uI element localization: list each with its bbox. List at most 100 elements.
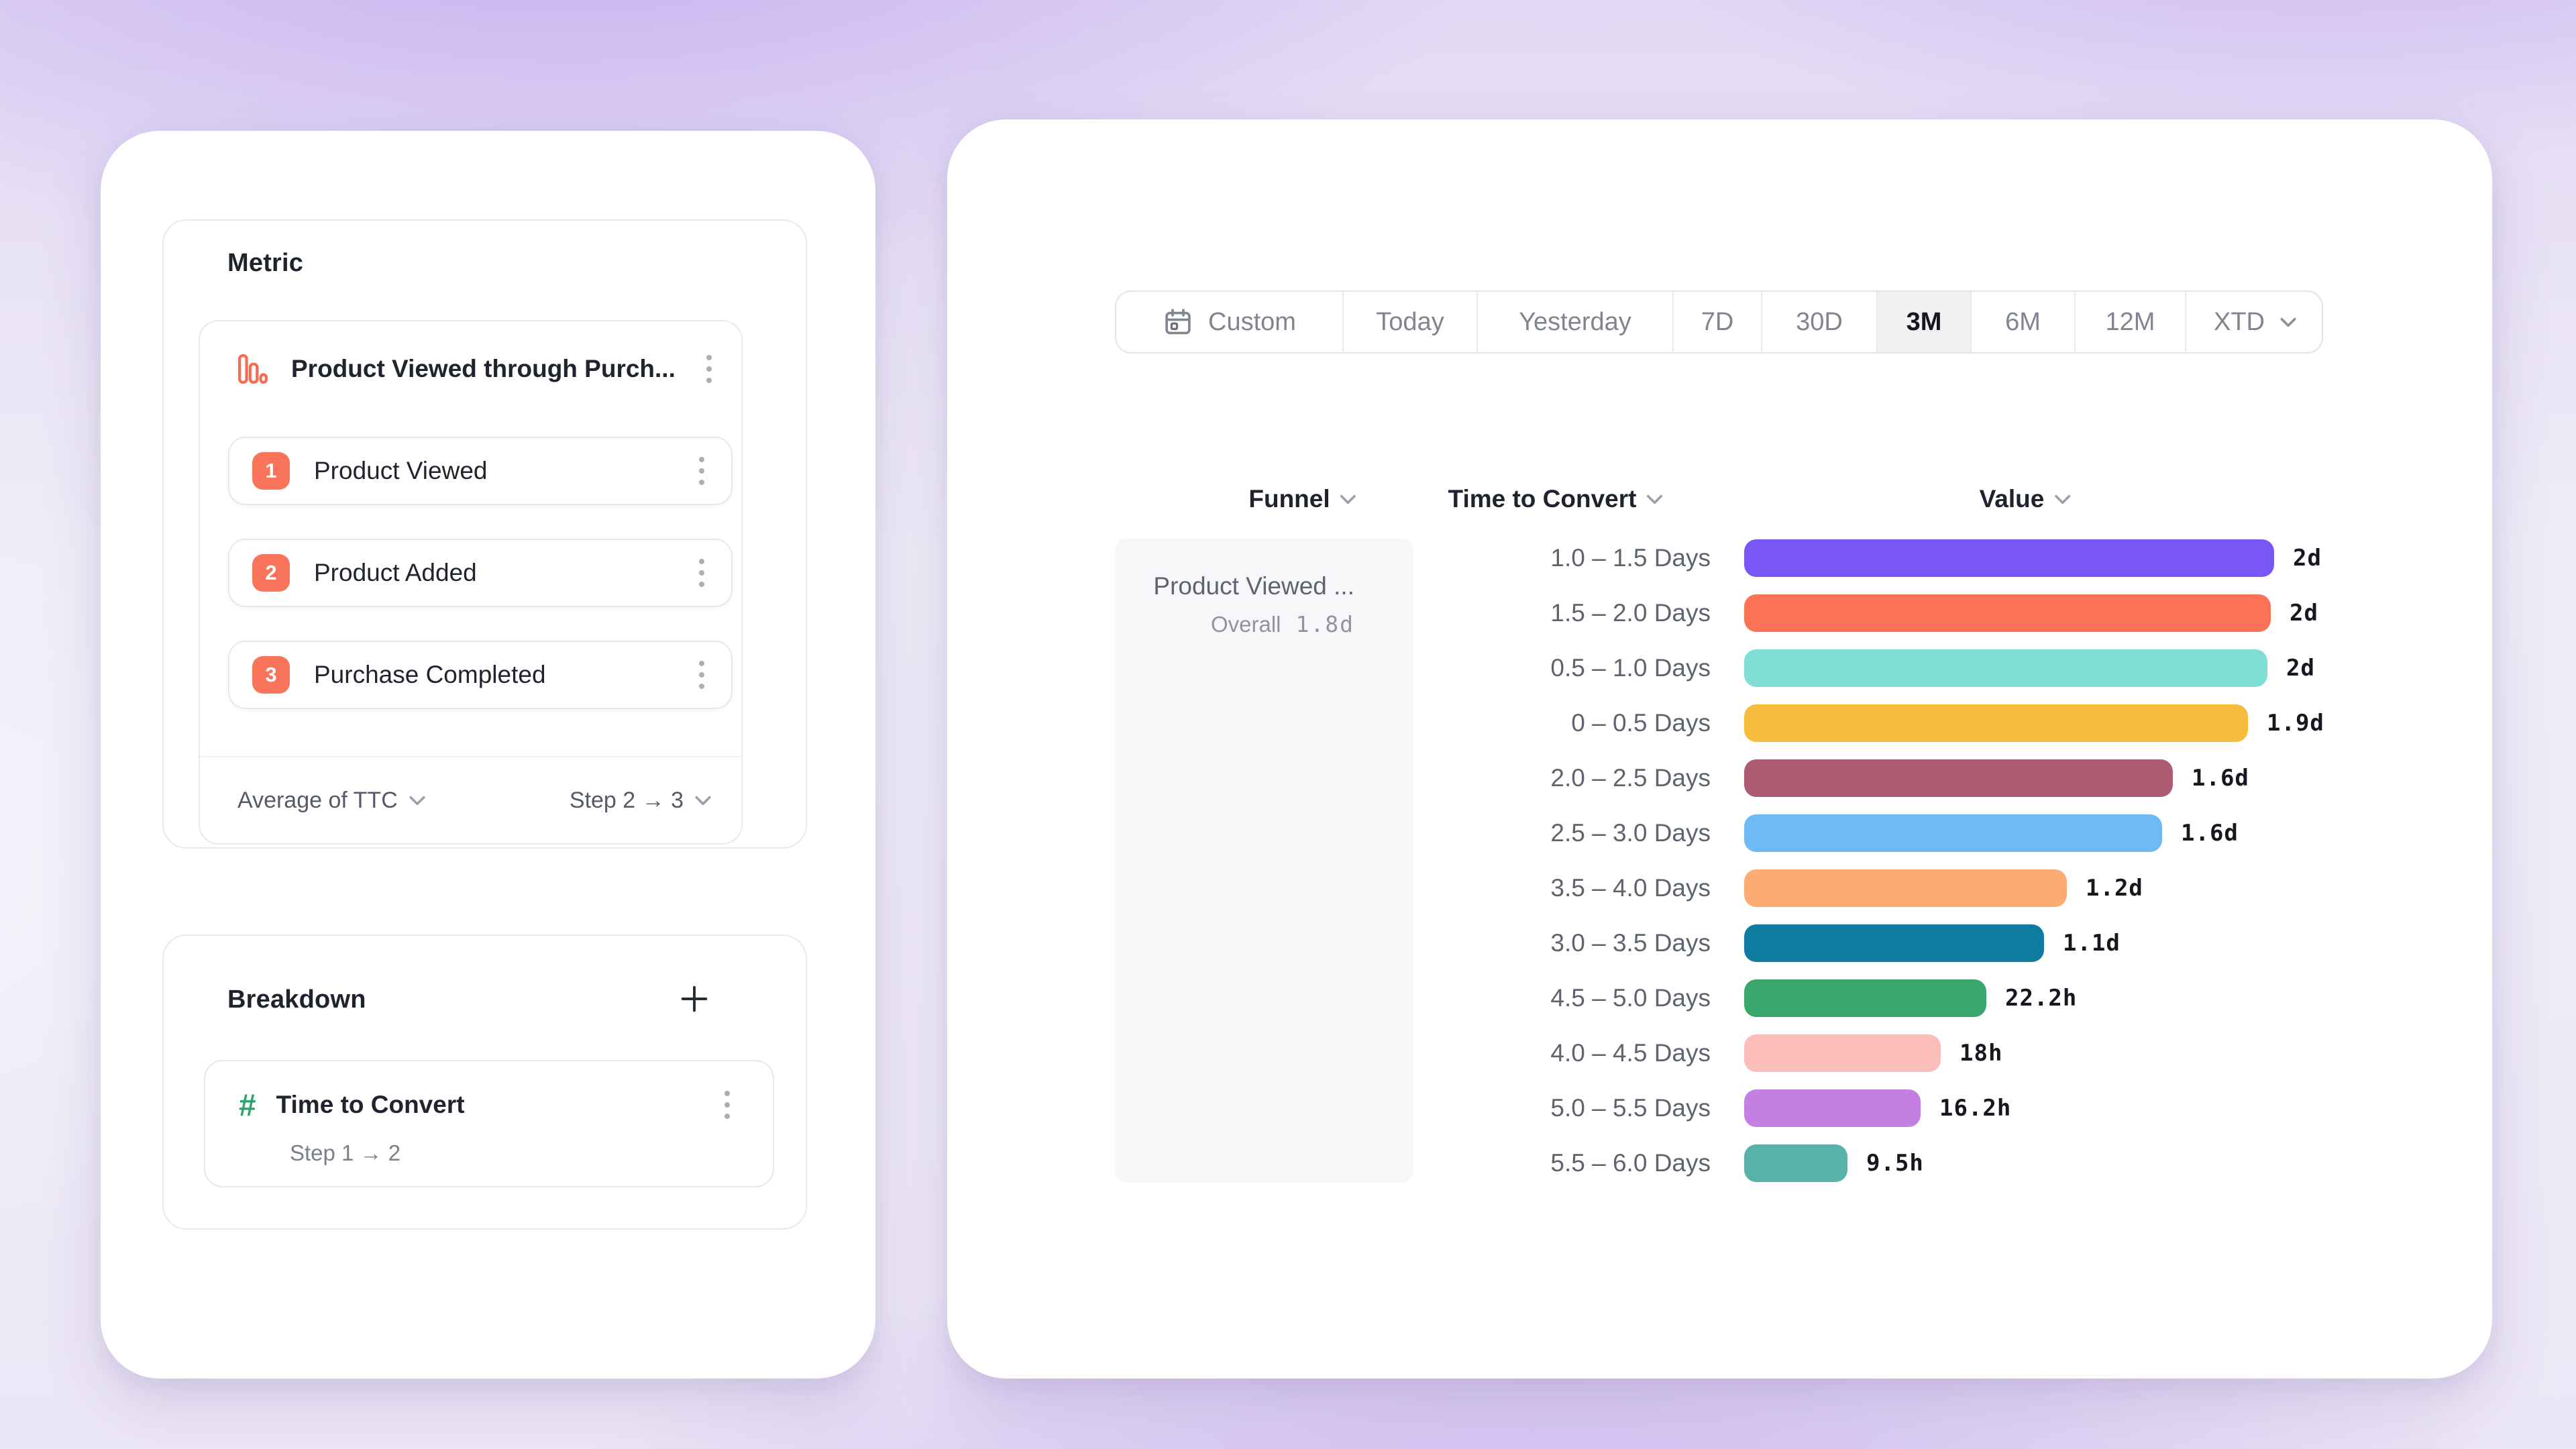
bar-value-label: 2d [2290,600,2318,627]
tab-custom[interactable]: Custom [1116,292,1342,352]
bar-row: 1.5 – 2.0 Days 2d [1413,586,2487,641]
funnel-group-title: Product Viewed ... [1153,572,1354,600]
tab-7d[interactable]: 7D [1672,292,1761,352]
bar-row: 3.0 – 3.5 Days 1.1d [1413,916,2487,971]
funnel-step-row[interactable]: 1 Product Viewed [228,437,733,505]
column-header-time-to-convert[interactable]: Time to Convert [1448,485,1664,513]
tab-label: 7D [1701,307,1734,336]
tab-label: 30D [1796,307,1843,336]
value-bar [1744,814,2162,852]
query-builder-panel: Metric Product Viewed through Purch... 1… [101,131,875,1379]
bar-value-label: 2d [2286,655,2315,682]
bar-row: 1.0 – 1.5 Days 2d [1413,531,2487,586]
value-bar [1744,649,2267,687]
breakdown-property-card[interactable]: # Time to Convert Step 1 → 2 [204,1060,774,1187]
bucket-label: 1.0 – 1.5 Days [1550,544,1711,572]
add-breakdown-button[interactable] [677,981,712,1016]
chevron-down-icon [409,796,425,805]
tab-today[interactable]: Today [1342,292,1477,352]
funnel-metric-title: Product Viewed through Purch... [291,355,676,382]
funnel-metric-header: Product Viewed through Purch... [200,321,741,387]
date-range-tabs: Custom Today Yesterday 7D 30D 3M 6M 12M … [1115,290,2323,354]
tab-label: 3M [1906,307,1942,336]
column-header-funnel[interactable]: Funnel [1248,485,1356,513]
tab-12m[interactable]: 12M [2074,292,2185,352]
bar-value-label: 1.6d [2192,765,2249,792]
breakdown-section: Breakdown # Time to Convert Step 1 → 2 [162,934,807,1230]
funnel-metric-card[interactable]: Product Viewed through Purch... 1 Produc… [199,320,743,845]
funnel-step-row[interactable]: 2 Product Added [228,539,733,607]
plus-icon [681,985,708,1012]
bar-value-label: 18h [1960,1040,2003,1067]
bucket-label: 3.5 – 4.0 Days [1550,874,1711,902]
funnel-group-cell: Product Viewed ... Overall 1.8d [1115,539,1413,1183]
aggregation-dropdown[interactable]: Average of TTC [237,788,426,814]
bar-value-label: 1.2d [2086,875,2143,902]
chevron-down-icon [1646,494,1663,504]
breakdown-property-label: Time to Convert [276,1091,465,1118]
funnel-step-row[interactable]: 3 Purchase Completed [228,641,733,709]
bar-value-label: 1.6d [2181,820,2239,847]
tab-label: Custom [1208,307,1296,336]
column-header-label: Value [1979,485,2045,513]
bar-value-label: 1.1d [2063,930,2121,957]
column-header-label: Funnel [1248,485,1330,513]
bucket-label: 4.5 – 5.0 Days [1550,984,1711,1012]
bar-row: 2.5 – 3.0 Days 1.6d [1413,806,2487,861]
calendar-icon [1165,309,1191,335]
step-kebab-menu-button[interactable] [695,657,708,693]
bar-row: 4.5 – 5.0 Days 22.2h [1413,971,2487,1026]
overall-label: Overall [1210,612,1281,637]
step-range-dropdown-label: Step 2 → 3 [569,787,684,813]
funnel-metric-kebab-menu-button[interactable] [702,351,716,387]
breakdown-step-range-label: Step 1 → 2 [290,1140,401,1165]
bar-value-label: 2d [2293,545,2322,572]
bucket-label: 1.5 – 2.0 Days [1550,599,1711,627]
bar-row: 3.5 – 4.0 Days 1.2d [1413,861,2487,916]
tab-label: 12M [2105,307,2155,336]
step-number-badge: 1 [252,452,290,490]
column-header-value[interactable]: Value [1980,485,2072,513]
step-number-badge: 3 [252,656,290,694]
step-range-dropdown[interactable]: Step 2 → 3 [570,788,712,814]
step-kebab-menu-button[interactable] [695,555,708,591]
aggregation-dropdown-label: Average of TTC [237,787,398,813]
value-bar [1744,759,2173,797]
value-bar [1744,979,1986,1017]
funnel-metric-footer: Average of TTC Step 2 → 3 [200,757,741,843]
value-bar [1744,1034,1941,1072]
bar-row: 4.0 – 4.5 Days 18h [1413,1026,2487,1081]
tab-3m-selected[interactable]: 3M [1876,292,1970,352]
bucket-label: 0 – 0.5 Days [1571,709,1711,737]
tab-yesterday[interactable]: Yesterday [1477,292,1672,352]
value-bar [1744,539,2274,577]
tab-xtd[interactable]: XTD [2185,292,2322,352]
tab-label: 6M [2005,307,2041,336]
breakdown-kebab-menu-button[interactable] [720,1087,734,1123]
chevron-down-icon [2054,494,2070,504]
value-bar [1744,1089,1921,1127]
bucket-label: 2.0 – 2.5 Days [1550,764,1711,792]
tab-30d[interactable]: 30D [1761,292,1876,352]
time-to-convert-bar-list: 1.0 – 1.5 Days 2d 1.5 – 2.0 Days 2d 0.5 … [1413,531,2487,1191]
breakdown-header: Breakdown [164,936,806,1016]
tab-label: Today [1376,307,1444,336]
chevron-down-icon [695,796,711,805]
step-kebab-menu-button[interactable] [695,453,708,489]
value-bar [1744,594,2271,632]
funnel-bar-chart-icon [237,354,268,384]
breakdown-property-row: # Time to Convert [205,1061,773,1123]
bucket-label: 2.5 – 3.0 Days [1550,819,1711,847]
chevron-down-icon [2280,317,2296,327]
bucket-label: 0.5 – 1.0 Days [1550,654,1711,682]
bucket-label: 4.0 – 4.5 Days [1550,1039,1711,1067]
bucket-label: 3.0 – 3.5 Days [1550,929,1711,957]
breakdown-section-title: Breakdown [227,985,366,1014]
tab-6m[interactable]: 6M [1970,292,2074,352]
number-property-hash-icon: # [239,1087,256,1122]
bar-row: 5.5 – 6.0 Days 9.5h [1413,1136,2487,1191]
funnel-overall-line: Overall 1.8d [1142,611,1354,637]
results-panel: Custom Today Yesterday 7D 30D 3M 6M 12M … [947,119,2492,1379]
step-label: Purchase Completed [314,661,546,688]
funnel-steps-list: 1 Product Viewed 2 Product Added 3 Purch… [228,437,733,743]
